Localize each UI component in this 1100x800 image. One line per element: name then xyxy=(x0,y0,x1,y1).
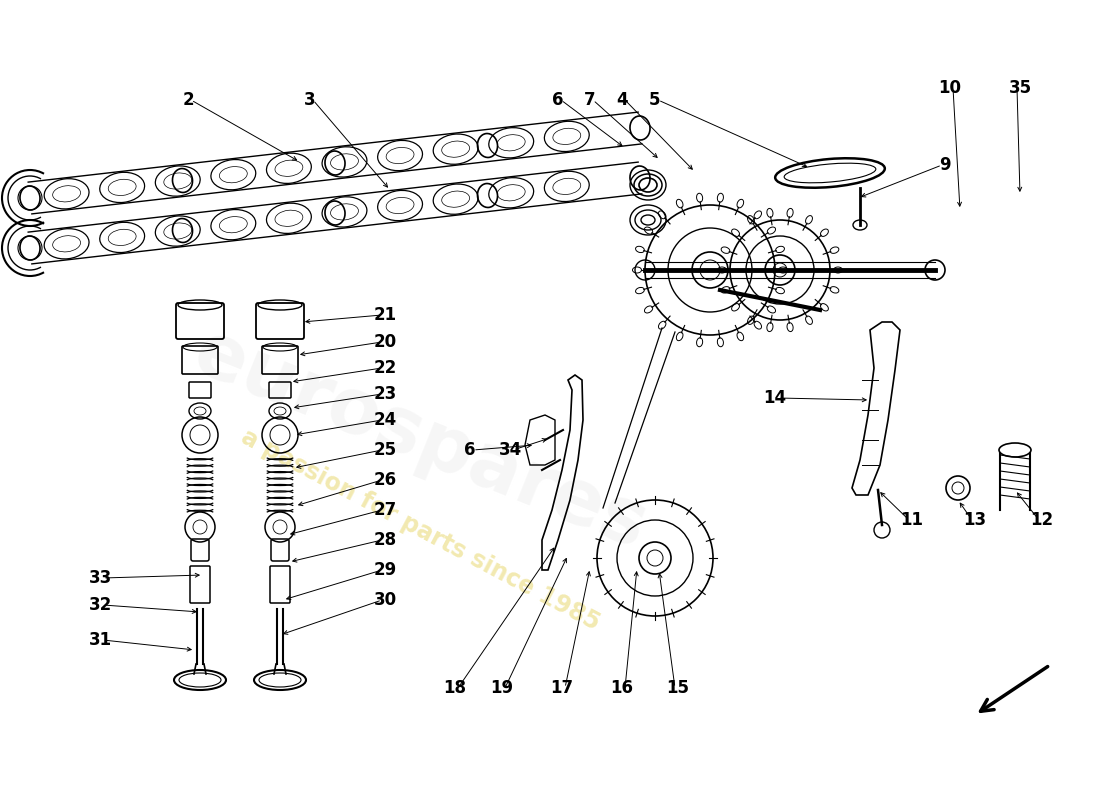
Text: 23: 23 xyxy=(373,385,397,403)
Text: 32: 32 xyxy=(88,596,111,614)
Text: 26: 26 xyxy=(373,471,397,489)
Text: 7: 7 xyxy=(584,91,596,109)
Text: 11: 11 xyxy=(901,511,924,529)
Text: 13: 13 xyxy=(964,511,987,529)
Text: 2: 2 xyxy=(183,91,194,109)
Text: 34: 34 xyxy=(498,441,521,459)
Text: 21: 21 xyxy=(373,306,397,324)
Text: a passion for parts since 1985: a passion for parts since 1985 xyxy=(236,425,604,635)
Text: 19: 19 xyxy=(491,679,514,697)
Text: 29: 29 xyxy=(373,561,397,579)
Text: 3: 3 xyxy=(305,91,316,109)
Text: 5: 5 xyxy=(649,91,661,109)
Text: 9: 9 xyxy=(939,156,950,174)
Text: eurospares: eurospares xyxy=(183,315,658,565)
Text: 30: 30 xyxy=(373,591,397,609)
Text: 28: 28 xyxy=(373,531,397,549)
Text: 15: 15 xyxy=(667,679,690,697)
Text: 16: 16 xyxy=(610,679,634,697)
Text: 25: 25 xyxy=(373,441,397,459)
Text: 33: 33 xyxy=(88,569,111,587)
Text: 10: 10 xyxy=(938,79,961,97)
Text: 12: 12 xyxy=(1031,511,1054,529)
Text: 18: 18 xyxy=(443,679,466,697)
Text: 6: 6 xyxy=(552,91,563,109)
Text: 35: 35 xyxy=(1009,79,1032,97)
Text: 24: 24 xyxy=(373,411,397,429)
Text: 17: 17 xyxy=(550,679,573,697)
Text: 4: 4 xyxy=(616,91,628,109)
Text: 27: 27 xyxy=(373,501,397,519)
Text: 6: 6 xyxy=(464,441,475,459)
Text: 14: 14 xyxy=(763,389,786,407)
Text: 20: 20 xyxy=(373,333,397,351)
Text: 31: 31 xyxy=(88,631,111,649)
Text: 22: 22 xyxy=(373,359,397,377)
